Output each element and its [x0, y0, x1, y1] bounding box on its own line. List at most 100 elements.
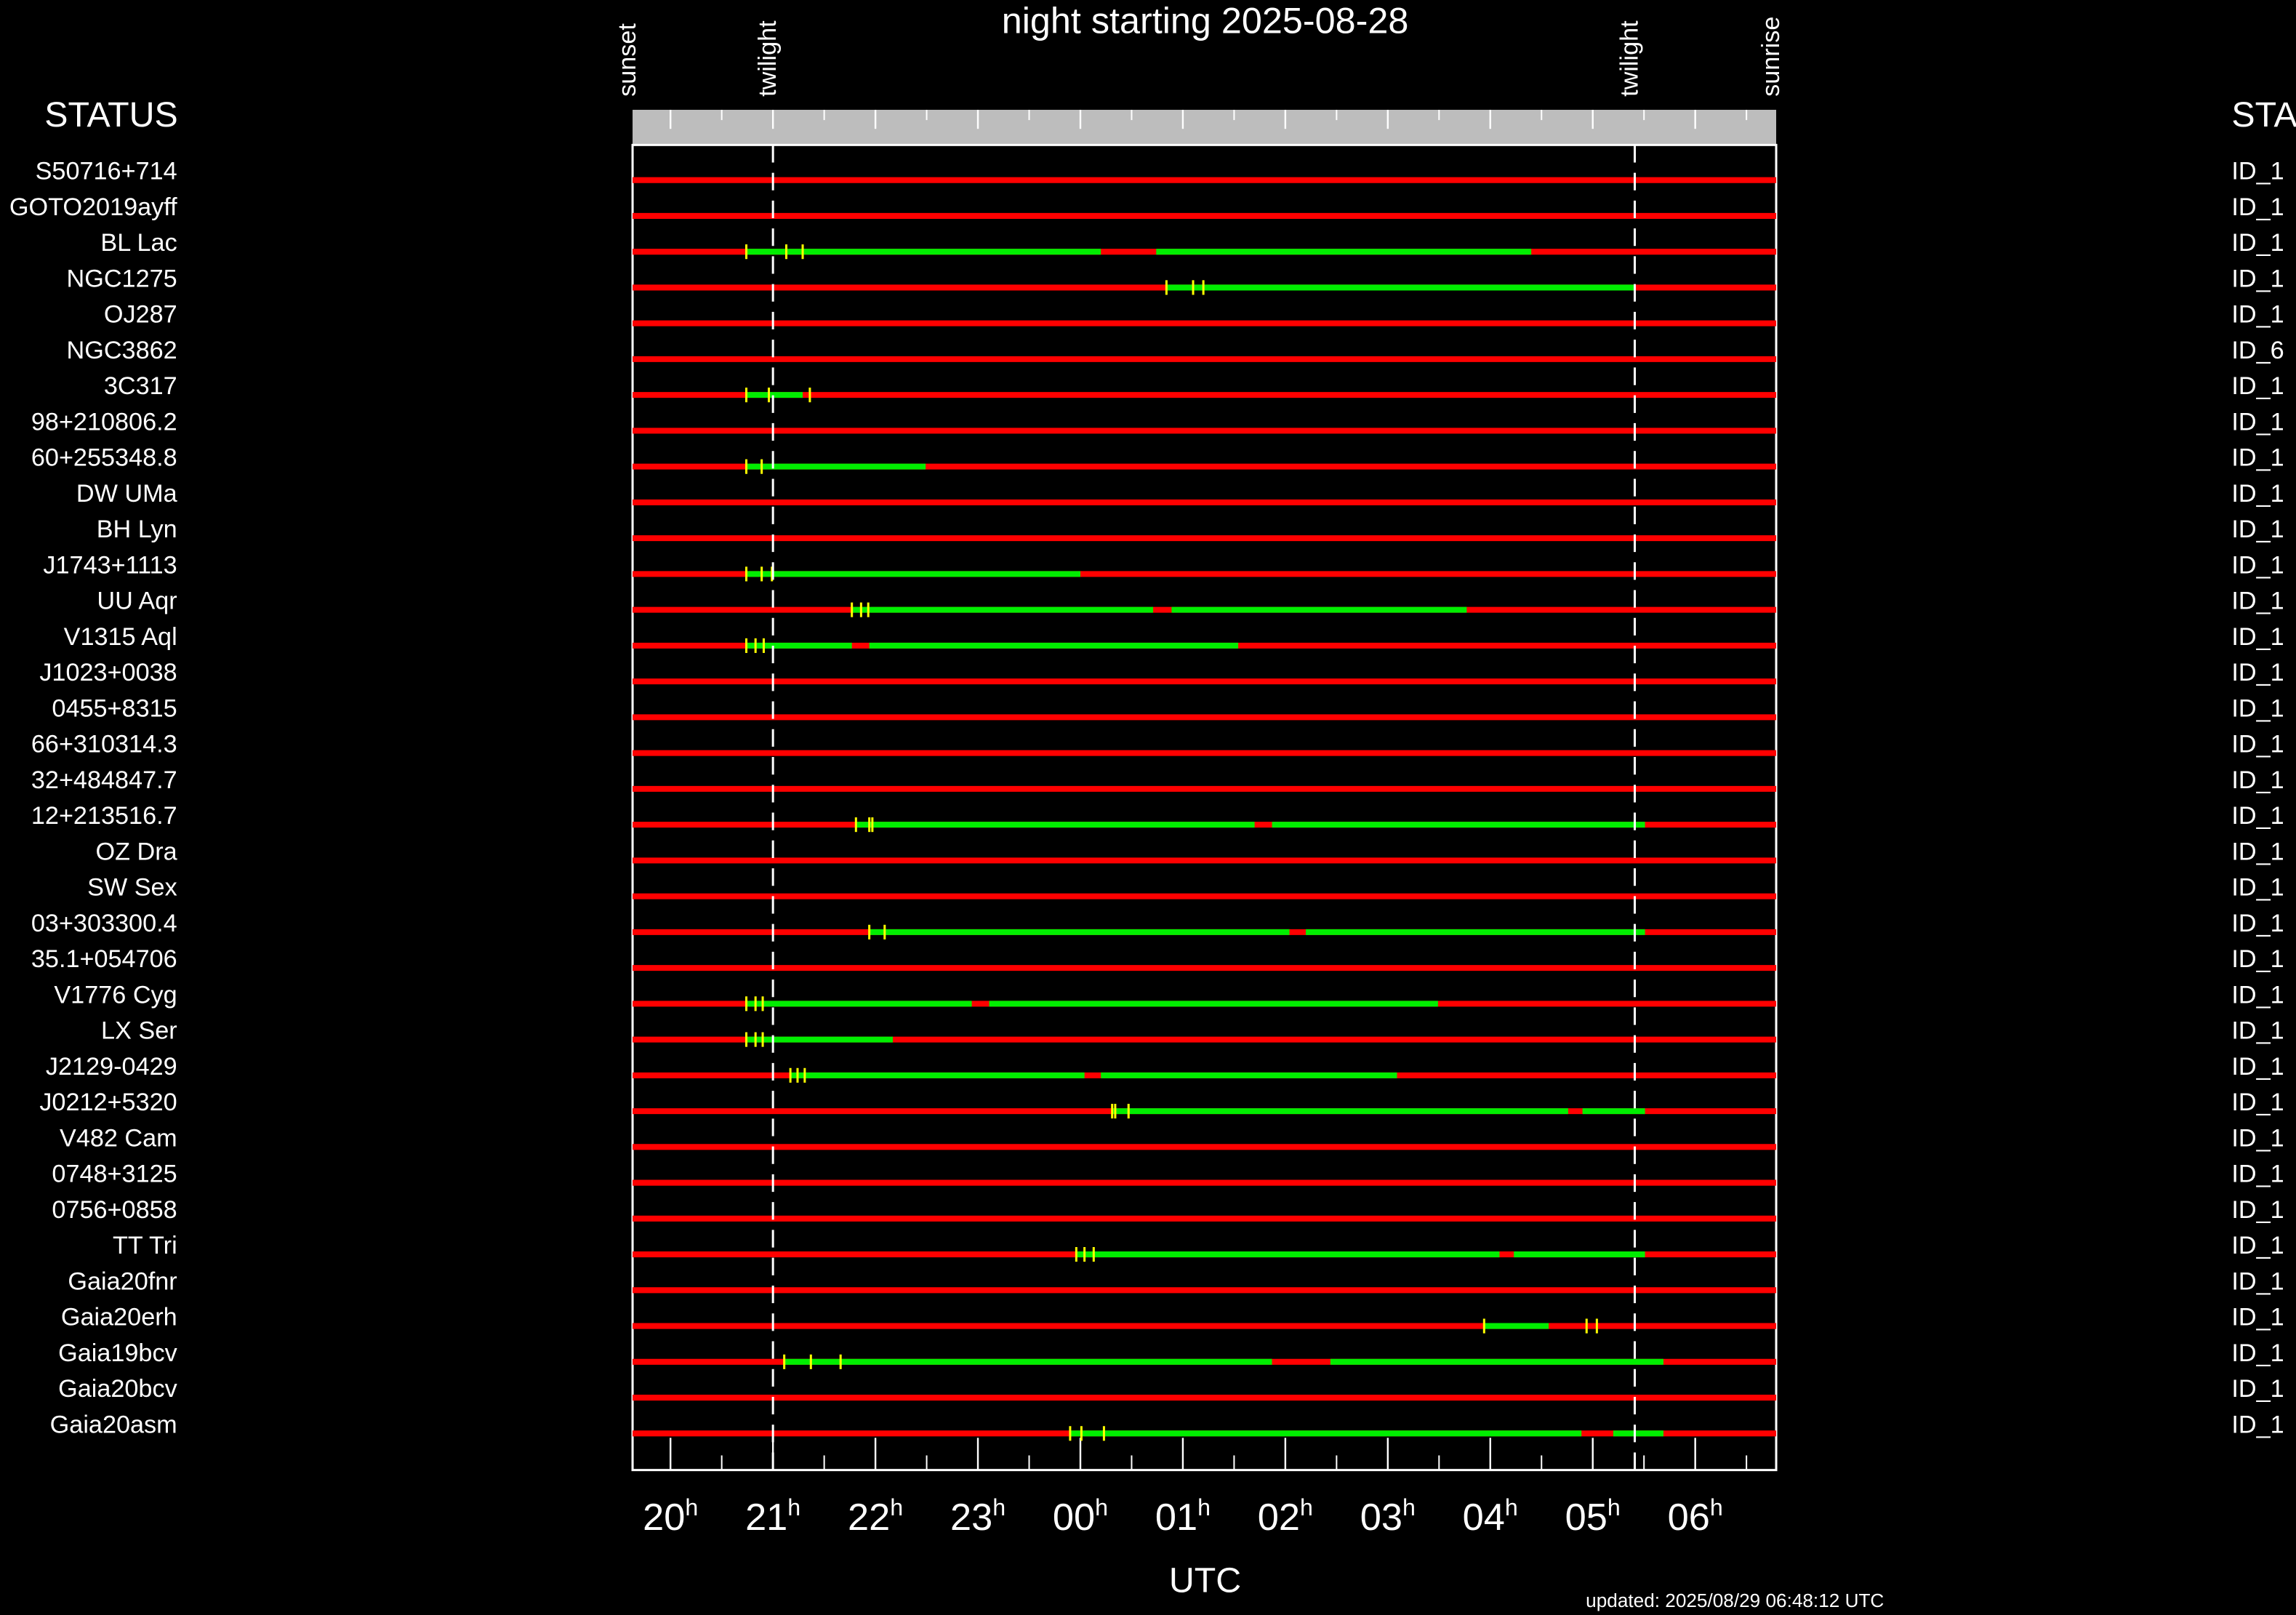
event-label: sunrise — [1757, 17, 1785, 97]
x-tick-label: 02h — [1258, 1494, 1313, 1539]
target-name: GOTO2019ayff — [9, 193, 177, 221]
x-tick-number: 22 — [848, 1496, 890, 1539]
x-tick-label: 21h — [745, 1494, 800, 1539]
target-name: SW Sex — [87, 874, 177, 902]
x-tick-label: 20h — [643, 1494, 698, 1539]
target-name: TT Tri — [113, 1232, 177, 1259]
target-name: J0212+5320 — [39, 1089, 177, 1116]
target-name: UU Aqr — [97, 588, 177, 615]
target-name: BL Lac — [100, 229, 177, 257]
target-id: ID_1 — [2231, 372, 2284, 400]
time-band — [633, 110, 1777, 145]
x-tick-label: 00h — [1053, 1494, 1108, 1539]
target-name: V482 Cam — [60, 1124, 177, 1152]
x-tick-number: 00 — [1053, 1496, 1095, 1539]
target-name: Gaia20asm — [50, 1411, 177, 1438]
x-tick-number: 23 — [950, 1496, 992, 1539]
target-name: 98+210806.2 — [31, 408, 177, 436]
target-id: ID_1 — [2231, 193, 2284, 221]
x-tick-unit: h — [1197, 1494, 1211, 1520]
target-id: ID_1 — [2231, 731, 2284, 758]
target-name: OZ Dra — [96, 838, 178, 865]
updated-note: updated: 2025/08/29 06:48:12 UTC — [1586, 1590, 1884, 1611]
event-label: twilight — [754, 20, 782, 97]
x-tick-number: 06 — [1668, 1496, 1710, 1539]
x-tick-unit: h — [1300, 1494, 1313, 1520]
x-tick-unit: h — [1607, 1494, 1621, 1520]
target-name: 60+255348.8 — [31, 444, 177, 472]
target-name: 0748+3125 — [52, 1161, 177, 1188]
event-label: sunset — [614, 23, 641, 97]
target-id: ID_1 — [2231, 1411, 2284, 1438]
target-name: 03+303300.4 — [31, 910, 177, 937]
target-name: Gaia20erh — [61, 1304, 177, 1331]
target-id: ID_1 — [2231, 158, 2284, 185]
target-id: ID_1 — [2231, 766, 2284, 794]
target-id: ID_1 — [2231, 1017, 2284, 1045]
target-id: ID_1 — [2231, 694, 2284, 722]
x-tick-label: 22h — [848, 1494, 903, 1539]
x-tick-unit: h — [992, 1494, 1005, 1520]
target-id: ID_1 — [2231, 1304, 2284, 1331]
target-name: J2129-0429 — [46, 1053, 177, 1081]
target-name: BH Lyn — [97, 516, 177, 543]
target-name: 0756+0858 — [52, 1196, 177, 1224]
target-id: ID_1 — [2231, 588, 2284, 615]
x-tick-unit: h — [890, 1494, 903, 1520]
target-id: ID_1 — [2231, 480, 2284, 508]
target-id: ID_1 — [2231, 1053, 2284, 1081]
target-id: ID_1 — [2231, 659, 2284, 686]
x-axis-label: UTC — [1169, 1560, 1241, 1600]
target-id: ID_1 — [2231, 265, 2284, 292]
target-name: J1023+0038 — [39, 659, 177, 686]
x-tick-unit: h — [685, 1494, 698, 1520]
title: night starting 2025-08-28 — [1002, 0, 1409, 41]
target-id: ID_1 — [2231, 1267, 2284, 1295]
x-tick-unit: h — [1402, 1494, 1416, 1520]
target-id: ID_1 — [2231, 1124, 2284, 1152]
x-tick-number: 21 — [745, 1496, 787, 1539]
target-id: ID_1 — [2231, 1196, 2284, 1224]
target-id: ID_1 — [2231, 981, 2284, 1009]
target-name: 32+484847.7 — [31, 766, 177, 794]
x-tick-number: 20 — [643, 1496, 685, 1539]
x-tick-label: 03h — [1360, 1494, 1416, 1539]
target-id: ID_1 — [2231, 1232, 2284, 1259]
target-name: 12+213516.7 — [31, 802, 177, 830]
x-tick-unit: h — [1095, 1494, 1108, 1520]
target-id: ID_6 — [2231, 337, 2284, 364]
x-tick-label: 05h — [1565, 1494, 1621, 1539]
target-name: LX Ser — [101, 1017, 177, 1045]
x-tick-unit: h — [787, 1494, 800, 1520]
target-id: ID_1 — [2231, 910, 2284, 937]
target-id: ID_1 — [2231, 516, 2284, 543]
x-tick-number: 02 — [1258, 1496, 1300, 1539]
x-tick-number: 01 — [1155, 1496, 1197, 1539]
target-name: S50716+714 — [36, 158, 177, 185]
target-name: V1315 Aql — [64, 623, 177, 651]
x-tick-label: 04h — [1463, 1494, 1518, 1539]
target-id: ID_1 — [2231, 229, 2284, 257]
target-name: 35.1+054706 — [31, 945, 177, 973]
target-id: ID_1 — [2231, 623, 2284, 651]
target-name: 66+310314.3 — [31, 731, 177, 758]
x-tick-label: 06h — [1668, 1494, 1723, 1539]
plot-frame — [631, 143, 1778, 1472]
target-id: ID_1 — [2231, 945, 2284, 973]
x-tick-unit: h — [1505, 1494, 1518, 1520]
target-id: ID_1 — [2231, 874, 2284, 902]
target-id: ID_1 — [2231, 1089, 2284, 1116]
target-id: ID_1 — [2231, 1339, 2284, 1367]
target-id: ID_1 — [2231, 301, 2284, 329]
target-name: Gaia20fnr — [68, 1267, 177, 1295]
target-name: DW UMa — [76, 480, 178, 508]
x-tick-unit: h — [1710, 1494, 1723, 1520]
target-name: 3C317 — [104, 372, 177, 400]
x-tick-label: 23h — [950, 1494, 1005, 1539]
target-name: NGC1275 — [67, 265, 177, 292]
target-id: ID_1 — [2231, 1375, 2284, 1403]
target-name: Gaia20bcv — [58, 1375, 177, 1403]
